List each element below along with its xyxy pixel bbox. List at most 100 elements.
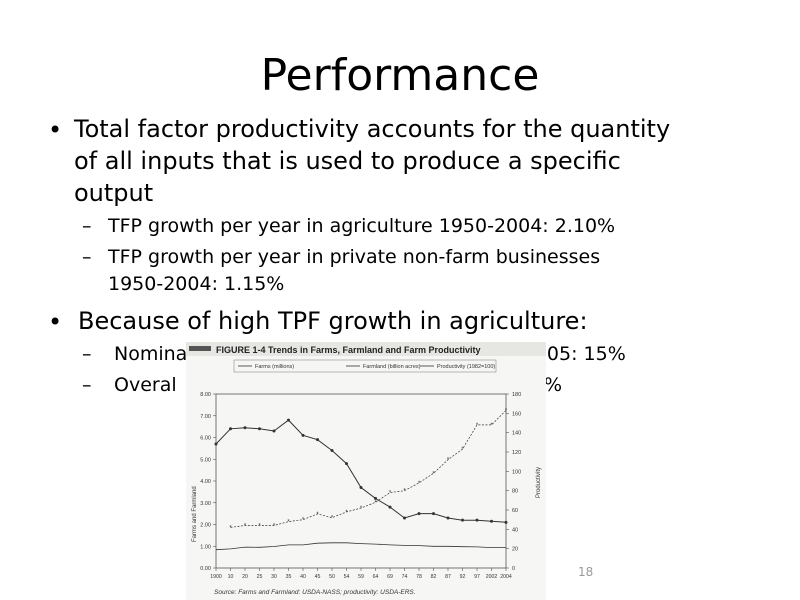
y2-tick-label: 60 (512, 508, 518, 514)
dash-marker: – (82, 343, 92, 365)
sub-bullet-1: TFP growth per year in agriculture 1950-… (108, 215, 616, 237)
y-tick-label: 0.00 (200, 566, 211, 572)
dash-marker: – (82, 374, 92, 396)
x-tick-label: 54 (344, 574, 350, 580)
x-tick-label: 59 (358, 574, 364, 580)
point-productivity: * (258, 523, 261, 529)
sub-bullet-2-line-1: TFP growth per year in private non-farm … (108, 246, 601, 268)
point-farms (374, 496, 377, 500)
point-farms (388, 505, 392, 509)
point-productivity: * (403, 489, 406, 495)
y2-tick-label: 100 (512, 469, 521, 475)
point-productivity: * (461, 447, 464, 453)
y-tick-label: 2.00 (200, 523, 211, 529)
y-tick-label: 4.00 (200, 479, 211, 485)
point-farms (316, 438, 319, 442)
point-productivity: * (447, 458, 450, 464)
point-farms (504, 520, 508, 524)
x-tick-label: 35 (286, 574, 292, 580)
point-farms (243, 426, 247, 430)
dash-marker: – (82, 246, 92, 268)
point-productivity: * (302, 518, 305, 524)
legend-box (233, 359, 497, 373)
y2-tick-label: 40 (512, 527, 518, 533)
plot-frame (215, 393, 507, 569)
point-productivity: * (490, 423, 493, 429)
figure-image: FIGURE 1-4 Trends in Farms, Farmland and… (186, 342, 546, 600)
chart-marks: * * * * * * * * * * * * * * * * * * * * (214, 408, 508, 551)
point-farms (403, 516, 406, 520)
point-productivity: * (345, 510, 348, 516)
sub-bullet-4-right: % (544, 374, 563, 396)
point-farms (461, 518, 464, 522)
point-productivity: * (316, 512, 319, 518)
point-farms (229, 427, 232, 431)
x-tick-label: 10 (228, 574, 234, 580)
x-tick-label: 45 (315, 574, 321, 580)
y2-tick-label: 140 (512, 431, 521, 437)
point-productivity: * (374, 500, 377, 506)
chart-title: FIGURE 1-4 Trends in Farms, Farmland and… (216, 345, 481, 355)
x-tick-label: 82 (431, 574, 437, 580)
point-farms (432, 512, 435, 516)
point-farms (345, 462, 348, 466)
x-tick-label: 30 (271, 574, 277, 580)
x-tick-label: 69 (387, 574, 393, 580)
point-productivity: * (273, 523, 276, 529)
y-tick-label: 5.00 (200, 457, 211, 463)
chart-source: Source: Farms and Farmland: USDA-NASS; p… (214, 589, 416, 596)
point-productivity: * (505, 408, 508, 414)
bullet-1-line-1: Total factor productivity accounts for t… (74, 115, 671, 143)
bullet-dot: • (48, 308, 63, 336)
point-farms (287, 418, 290, 422)
y-tick-label: 8.00 (200, 392, 211, 398)
point-farms (214, 442, 218, 446)
bullet-2: Because of high TPF growth in agricultur… (78, 307, 588, 335)
y2-axis-label: Productivity (536, 467, 542, 498)
x-tick-label: 92 (460, 574, 466, 580)
x-tick-label: 1900 (210, 574, 222, 580)
x-tick-label: 25 (257, 574, 263, 580)
x-tick-label: 2002 (486, 574, 498, 580)
y-tick-label: 6.00 (200, 436, 211, 442)
chart-axes: 8.00 7.00 6.00 5.00 4.00 3.00 2.00 1.00 0.00 180 1… (200, 392, 521, 580)
point-farms (490, 519, 493, 523)
x-tick-label: 40 (300, 574, 306, 580)
point-farms (301, 433, 305, 437)
page-number: 18 (578, 565, 594, 579)
x-tick-label: 87 (445, 574, 451, 580)
x-tick-label: 64 (373, 574, 379, 580)
chart-legend: Farms (millions) Farmland (billion acres)… (233, 359, 497, 373)
bullet-1-line-2: of all inputs that is used to produce a … (74, 147, 621, 175)
sub-bullet-2-line-2: 1950-2004: 1.15% (108, 273, 285, 295)
x-tick-label: 74 (402, 574, 408, 580)
point-productivity: * (432, 471, 435, 477)
point-productivity: * (476, 423, 479, 429)
legend-label: Farmland (billion acres) (363, 364, 421, 370)
y2-tick-label: 120 (512, 450, 521, 456)
dash-marker: – (82, 215, 92, 237)
y2-tick-label: 80 (512, 489, 518, 495)
y-axis-label: Farms and Farmland (192, 486, 198, 542)
sub-bullet-4-left: Overal (114, 374, 177, 396)
y2-tick-label: 0 (512, 566, 515, 572)
point-farms (475, 518, 479, 522)
point-farms (258, 427, 261, 431)
point-farms (417, 512, 421, 516)
farm-trends-chart: FIGURE 1-4 Trends in Farms, Farmland and… (186, 342, 546, 596)
slide-title: Performance (260, 50, 540, 101)
point-farms (272, 429, 276, 433)
point-productivity: * (229, 525, 232, 531)
point-productivity: * (389, 491, 392, 497)
point-productivity: * (418, 481, 421, 487)
point-productivity: * (287, 520, 290, 526)
y-tick-label: 3.00 (200, 501, 211, 507)
bullet-dot: • (48, 116, 63, 144)
legend-label: Farms (millions) (255, 364, 294, 370)
figure-header-bar (186, 342, 546, 356)
x-tick-label: 2004 (500, 574, 512, 580)
series-line-productivity (230, 410, 507, 528)
point-farms (446, 516, 450, 520)
y2-tick-label: 20 (512, 547, 518, 553)
series-line-farmland (215, 542, 506, 551)
